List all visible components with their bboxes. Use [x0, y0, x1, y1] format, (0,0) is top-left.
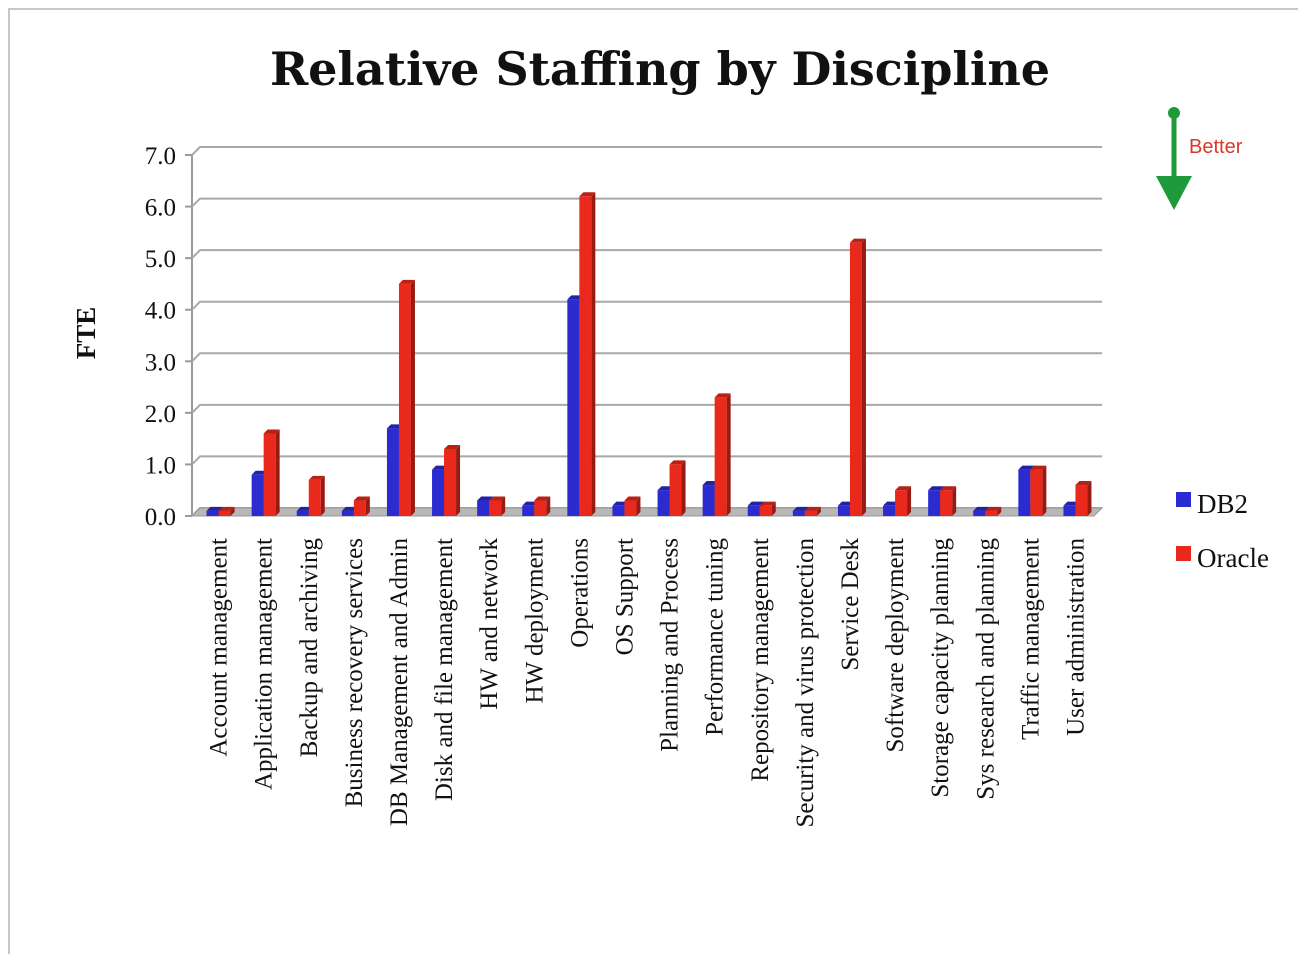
x-category-label: Planning and Process — [657, 538, 684, 752]
y-tick-label: 3.0 — [145, 349, 176, 376]
bar-oracle — [624, 496, 641, 516]
bar-oracle — [804, 506, 821, 516]
x-category-label: User administration — [1062, 538, 1089, 736]
bar-oracle — [759, 501, 776, 516]
x-category-label: HW and network — [476, 538, 503, 710]
y-tick-label: 1.0 — [145, 452, 176, 479]
better-annotation: Better — [1156, 107, 1243, 210]
bar-oracle — [398, 279, 415, 516]
bar-oracle — [1075, 481, 1092, 516]
bar-oracle — [444, 444, 461, 516]
chart-floor — [190, 507, 1104, 517]
bars — [206, 192, 1092, 516]
x-category-label: Storage capacity planning — [927, 538, 954, 798]
chart-frame — [8, 8, 1298, 954]
gridline — [191, 197, 1102, 208]
x-category-label: Application management — [251, 538, 278, 790]
x-category-label: Sys research and planning — [972, 538, 999, 800]
bar-oracle — [895, 486, 912, 516]
x-category-label: Account management — [206, 538, 233, 757]
bar-oracle — [849, 238, 866, 516]
bar-oracle — [940, 486, 957, 516]
x-axis-labels: Account management Application management… — [206, 538, 1090, 828]
x-category-label: Operations — [566, 538, 593, 648]
gridline — [191, 300, 1102, 311]
legend: DB2 Oracle — [1176, 489, 1269, 573]
y-tick-label: 5.0 — [145, 246, 176, 273]
gridline — [191, 352, 1102, 362]
x-category-label: Service Desk — [837, 538, 864, 671]
y-axis-ticks: 0.0 1.0 2.0 3.0 4.0 5.0 6.0 7.0 — [145, 143, 192, 531]
y-axis-label: FTE — [71, 307, 101, 360]
gridline — [191, 249, 1102, 259]
x-category-label: Business recovery services — [341, 538, 368, 807]
x-category-label: Performance tuning — [702, 538, 729, 736]
bar-oracle — [714, 393, 731, 516]
bar-oracle — [308, 475, 325, 516]
better-label: Better — [1189, 136, 1243, 158]
x-category-label: Software deployment — [882, 538, 909, 753]
x-category-label: Traffic management — [1017, 538, 1044, 740]
legend-swatch-db2 — [1176, 492, 1191, 507]
chart-title: Relative Staffing by Discipline — [270, 42, 1050, 96]
bar-oracle — [218, 506, 235, 516]
bar-oracle — [985, 506, 1002, 516]
y-tick-label: 6.0 — [145, 195, 176, 222]
y-tick-label: 0.0 — [145, 504, 176, 531]
x-category-label: Repository management — [747, 538, 774, 782]
x-category-label: Disk and file management — [431, 538, 458, 801]
x-category-label: Security and virus protection — [792, 538, 819, 828]
y-tick-label: 2.0 — [145, 401, 176, 428]
gridlines — [190, 146, 1104, 517]
gridline — [191, 403, 1102, 414]
legend-label-oracle: Oracle — [1197, 543, 1269, 573]
bar-oracle — [489, 496, 506, 516]
legend-label-db2: DB2 — [1197, 489, 1248, 519]
bar-oracle — [353, 496, 370, 516]
x-category-label: HW deployment — [521, 538, 548, 704]
bar-oracle — [579, 192, 596, 516]
y-tick-label: 7.0 — [145, 143, 176, 170]
bar-oracle — [1030, 465, 1047, 516]
y-tick-label: 4.0 — [145, 298, 176, 325]
bar-oracle — [263, 429, 280, 516]
x-category-label: OS Support — [611, 538, 638, 655]
gridline — [191, 455, 1102, 466]
bar-oracle — [669, 460, 686, 516]
legend-swatch-oracle — [1176, 546, 1191, 561]
x-category-label: Backup and archiving — [296, 538, 323, 758]
down-arrow-icon — [1156, 176, 1192, 210]
gridline — [191, 146, 1102, 156]
x-category-label: DB Management and Admin — [386, 538, 413, 827]
bar-oracle — [534, 496, 551, 516]
